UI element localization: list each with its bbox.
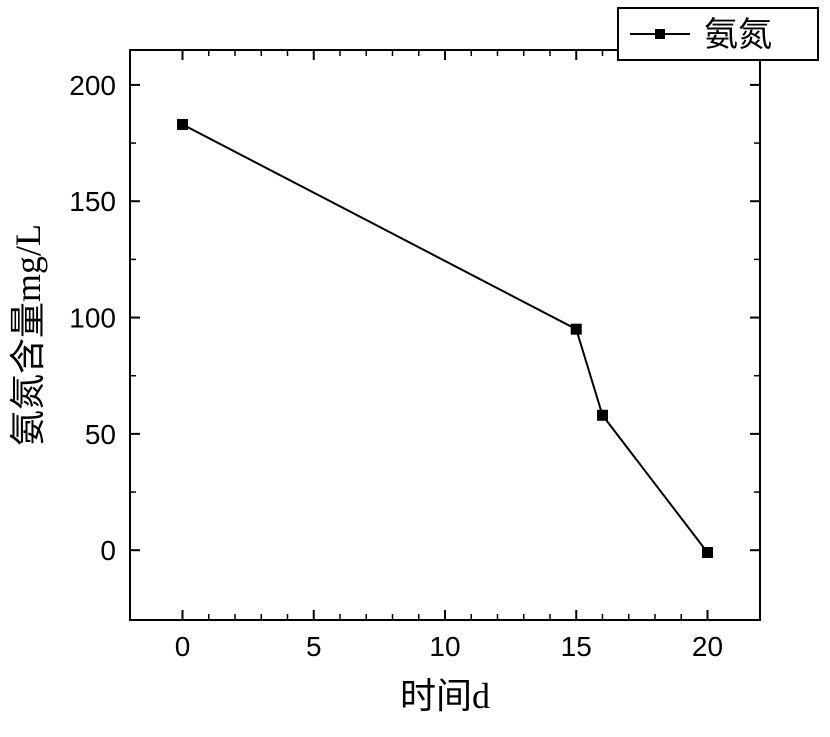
y-tick-label: 0: [100, 535, 116, 566]
x-tick-label: 10: [429, 631, 460, 662]
chart-container: 0 5 10 15 20 时间d 0 50 100 150 200 氨氮含量mg/L 氨氮: [0, 0, 830, 737]
x-axis-label: 时间d: [400, 676, 490, 716]
series-marker: [703, 548, 713, 558]
series-marker: [598, 410, 608, 420]
x-tick-label: 5: [306, 631, 322, 662]
plot-border: [130, 50, 760, 620]
series-line: [183, 124, 708, 552]
legend-marker-icon: [655, 29, 665, 39]
series-marker: [178, 119, 188, 129]
x-tick-label: 15: [561, 631, 592, 662]
y-tick-label: 200: [69, 70, 116, 101]
y-tick-label: 50: [85, 419, 116, 450]
legend-label: 氨氮: [704, 16, 772, 54]
y-axis-label: 氨氮含量mg/L: [8, 224, 48, 446]
y-tick-label: 150: [69, 186, 116, 217]
series-marker: [571, 324, 581, 334]
y-tick-label: 100: [69, 303, 116, 334]
line-chart: 0 5 10 15 20 时间d 0 50 100 150 200 氨氮含量mg/L 氨氮: [0, 0, 830, 737]
x-tick-label: 20: [692, 631, 723, 662]
x-tick-label: 0: [175, 631, 191, 662]
